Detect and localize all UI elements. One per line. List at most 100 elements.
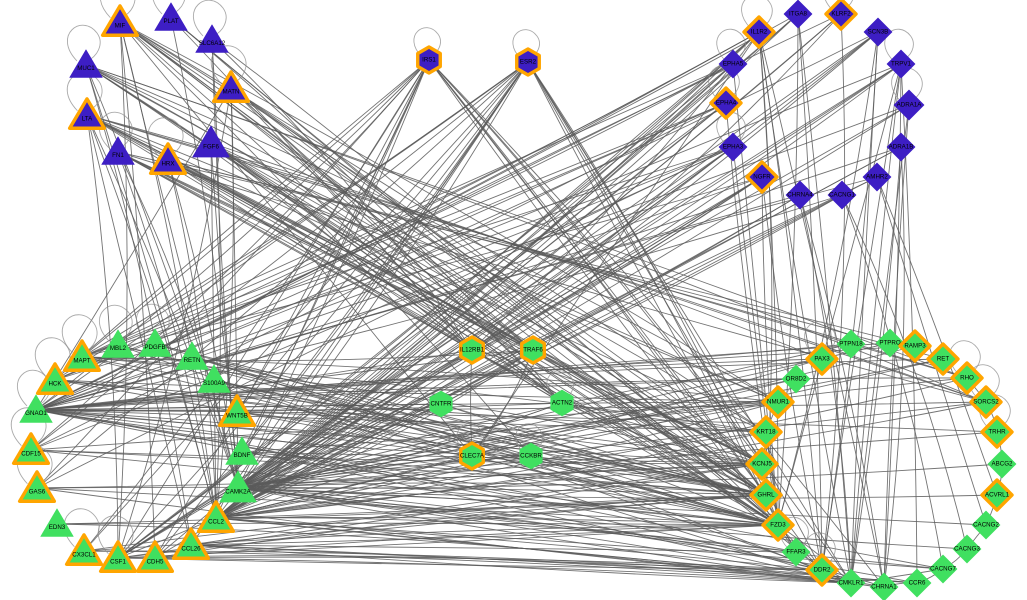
node-shape-diamond[interactable]	[745, 160, 779, 194]
node-shape-diamond[interactable]	[952, 534, 982, 564]
graph-node[interactable]: MATN	[211, 70, 251, 103]
node-shape-diamond[interactable]	[862, 162, 892, 192]
node-shape-hexagon[interactable]	[520, 335, 546, 365]
node-shape-triangle[interactable]	[67, 97, 107, 130]
node-shape-diamond[interactable]	[709, 86, 743, 120]
node-shape-triangle[interactable]	[196, 500, 236, 533]
node-shape-diamond[interactable]	[805, 342, 839, 376]
node-shape-diamond[interactable]	[886, 132, 916, 162]
node-shape-triangle[interactable]	[98, 540, 138, 573]
node-shape-triangle[interactable]	[211, 70, 251, 103]
node-shape-triangle[interactable]	[192, 125, 230, 158]
graph-node[interactable]: ADRA1A	[893, 89, 925, 121]
graph-node[interactable]: CCR6	[902, 568, 932, 598]
node-shape-triangle[interactable]	[135, 540, 175, 573]
node-shape-hexagon[interactable]	[459, 441, 485, 471]
node-shape-diamond[interactable]	[749, 478, 783, 512]
graph-node[interactable]: ACVRL1	[980, 478, 1014, 512]
node-shape-triangle[interactable]	[40, 508, 74, 537]
graph-node[interactable]: CACNG2	[971, 510, 1001, 540]
node-shape-triangle[interactable]	[175, 341, 209, 370]
node-shape-diamond[interactable]	[869, 572, 899, 600]
graph-node[interactable]: RET	[926, 342, 960, 376]
graph-node[interactable]: TRPV1	[886, 49, 916, 79]
node-shape-triangle[interactable]	[64, 533, 104, 566]
node-shape-diamond[interactable]	[824, 0, 858, 31]
graph-node[interactable]: CLEC7A	[459, 441, 485, 471]
node-shape-diamond[interactable]	[836, 568, 866, 598]
graph-node[interactable]: LTA	[67, 97, 107, 130]
node-shape-diamond[interactable]	[980, 415, 1014, 449]
node-shape-diamond[interactable]	[742, 15, 776, 49]
graph-node[interactable]: EDN3	[40, 508, 74, 537]
graph-node[interactable]: EPHA5	[718, 49, 748, 79]
node-shape-diamond[interactable]	[863, 17, 893, 47]
node-shape-diamond[interactable]	[928, 554, 958, 584]
node-shape-triangle[interactable]	[225, 436, 259, 465]
node-shape-diamond[interactable]	[836, 329, 866, 359]
graph-node[interactable]: EPHA3	[718, 132, 748, 162]
node-shape-diamond[interactable]	[827, 180, 857, 210]
node-shape-triangle[interactable]	[217, 394, 257, 427]
node-shape-triangle[interactable]	[138, 328, 172, 357]
node-shape-hexagon[interactable]	[459, 335, 485, 365]
node-shape-triangle[interactable]	[197, 364, 231, 393]
graph-node[interactable]: TRHR	[980, 415, 1014, 449]
node-shape-triangle[interactable]	[19, 394, 53, 423]
node-shape-hexagon[interactable]	[550, 389, 574, 417]
node-shape-triangle[interactable]	[62, 339, 102, 372]
node-shape-diamond[interactable]	[902, 568, 932, 598]
node-shape-triangle[interactable]	[17, 470, 57, 503]
node-shape-triangle[interactable]	[195, 24, 229, 53]
node-shape-diamond[interactable]	[875, 328, 905, 358]
node-shape-diamond[interactable]	[781, 537, 811, 567]
node-shape-diamond[interactable]	[969, 385, 1003, 419]
graph-node[interactable]: PLAT	[154, 2, 188, 31]
node-shape-triangle[interactable]	[101, 329, 135, 358]
node-shape-triangle[interactable]	[69, 49, 103, 78]
graph-node[interactable]: CACNG7	[928, 554, 958, 584]
node-shape-triangle[interactable]	[154, 2, 188, 31]
graph-node[interactable]: ESR2	[515, 47, 541, 77]
node-shape-diamond[interactable]	[761, 508, 795, 542]
node-shape-hexagon[interactable]	[429, 390, 453, 418]
node-shape-diamond[interactable]	[718, 49, 748, 79]
node-shape-diamond[interactable]	[749, 415, 783, 449]
graph-node[interactable]: IRS1	[416, 45, 442, 75]
graph-node[interactable]: CACNG1	[827, 180, 857, 210]
node-shape-diamond[interactable]	[926, 342, 960, 376]
node-shape-hexagon[interactable]	[416, 45, 442, 75]
graph-node[interactable]: SLC6A12	[195, 24, 229, 53]
graph-node[interactable]: IL12RB1	[459, 335, 485, 365]
node-shape-triangle[interactable]	[100, 4, 140, 37]
graph-node[interactable]: GAS6	[17, 470, 57, 503]
node-shape-diamond[interactable]	[781, 364, 811, 394]
node-shape-diamond[interactable]	[893, 89, 925, 121]
node-shape-diamond[interactable]	[745, 447, 779, 481]
node-shape-triangle[interactable]	[35, 362, 75, 395]
node-shape-diamond[interactable]	[950, 361, 984, 395]
node-shape-diamond[interactable]	[785, 180, 815, 210]
graph-node[interactable]: ITGA8	[783, 0, 813, 29]
graph-node[interactable]: RHO	[950, 361, 984, 395]
node-shape-hexagon[interactable]	[519, 442, 543, 470]
node-shape-diamond[interactable]	[718, 132, 748, 162]
node-shape-diamond[interactable]	[886, 49, 916, 79]
node-shape-diamond[interactable]	[761, 385, 795, 419]
graph-node[interactable]: NMUR1	[761, 385, 795, 419]
graph-node[interactable]: SORCS2	[969, 385, 1003, 419]
node-shape-diamond[interactable]	[980, 478, 1014, 512]
node-shape-triangle[interactable]	[101, 136, 135, 165]
graph-node[interactable]: NGFR	[745, 160, 779, 194]
node-shape-diamond[interactable]	[783, 0, 813, 29]
node-shape-diamond[interactable]	[971, 510, 1001, 540]
node-shape-diamond[interactable]	[805, 553, 839, 587]
graph-node[interactable]: TRAF6	[520, 335, 546, 365]
node-shape-triangle[interactable]	[148, 142, 188, 175]
graph-node[interactable]: KLRF2	[824, 0, 858, 31]
graph-node[interactable]: ADRA1B	[886, 132, 916, 162]
node-shape-triangle[interactable]	[171, 527, 211, 560]
graph-node[interactable]: SCN3B	[863, 17, 893, 47]
